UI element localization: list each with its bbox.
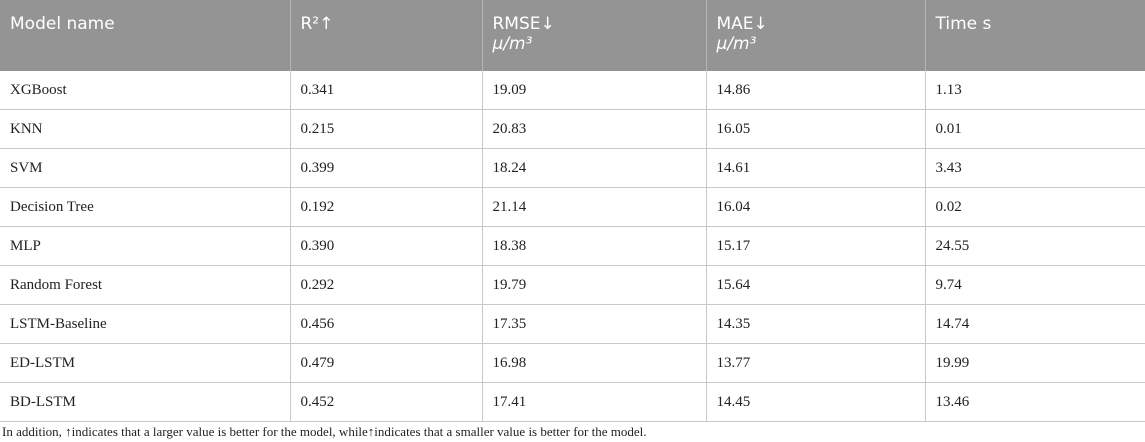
footnote: In addition, ↑indicates that a larger va… xyxy=(2,424,647,439)
table-cell: 1.13 xyxy=(925,71,1145,110)
header-cell: R²↑ xyxy=(290,0,483,71)
table-row: ED-LSTM 0.479 16.98 13.77 19.99 xyxy=(0,343,1145,383)
table-cell: MLP xyxy=(0,226,291,266)
table-row: MLP 0.390 18.38 15.17 24.55 xyxy=(0,226,1145,266)
results-table: Model name R²↑ RMSE↓ μ/m³ MAE↓ μ/m³ Time s XGB… xyxy=(0,0,1145,422)
table-cell: 19.79 xyxy=(482,265,707,305)
table-cell: 19.99 xyxy=(925,343,1145,383)
table-row: Random Forest 0.292 19.79 15.64 9.74 xyxy=(0,265,1145,305)
table-cell: 16.04 xyxy=(706,187,926,227)
table-cell: 17.41 xyxy=(482,382,707,422)
table-cell: 0.192 xyxy=(290,187,483,227)
table-cell: 3.43 xyxy=(925,148,1145,188)
table-cell: 0.399 xyxy=(290,148,483,188)
table-cell: 14.86 xyxy=(706,71,926,110)
table-cell: ED-LSTM xyxy=(0,343,291,383)
table-cell: 16.98 xyxy=(482,343,707,383)
table-cell: Decision Tree xyxy=(0,187,291,227)
table-cell: 16.05 xyxy=(706,109,926,149)
table-cell: 13.77 xyxy=(706,343,926,383)
table-cell: 13.46 xyxy=(925,382,1145,422)
table-cell: LSTM-Baseline xyxy=(0,304,291,344)
table-row: Decision Tree 0.192 21.14 16.04 0.02 xyxy=(0,187,1145,227)
table-cell: 14.35 xyxy=(706,304,926,344)
table-cell: 15.17 xyxy=(706,226,926,266)
table-row: SVM 0.399 18.24 14.61 3.43 xyxy=(0,148,1145,188)
table-row: XGBoost 0.341 19.09 14.86 1.13 xyxy=(0,71,1145,110)
table-cell: 0.452 xyxy=(290,382,483,422)
table-row: BD-LSTM 0.452 17.41 14.45 13.46 xyxy=(0,382,1145,422)
table-cell: 20.83 xyxy=(482,109,707,149)
header-label: Model name xyxy=(10,14,115,34)
table-cell: 0.01 xyxy=(925,109,1145,149)
header-row: Model name R²↑ RMSE↓ μ/m³ MAE↓ μ/m³ Time s xyxy=(0,0,1145,71)
table-cell: 18.38 xyxy=(482,226,707,266)
table-cell: KNN xyxy=(0,109,291,149)
table-cell: 0.390 xyxy=(290,226,483,266)
header-label: RMSE↓ xyxy=(492,14,555,34)
header-unit: μ/m³ xyxy=(716,34,757,54)
table-cell: 0.292 xyxy=(290,265,483,305)
table-cell: 15.64 xyxy=(706,265,926,305)
table-cell: 0.215 xyxy=(290,109,483,149)
table-row: KNN 0.215 20.83 16.05 0.01 xyxy=(0,109,1145,149)
table-cell: 14.61 xyxy=(706,148,926,188)
table-cell: 0.479 xyxy=(290,343,483,383)
header-unit: μ/m³ xyxy=(492,34,533,54)
table-cell: Random Forest xyxy=(0,265,291,305)
header-label: MAE↓ xyxy=(716,14,768,34)
header-cell: MAE↓ μ/m³ xyxy=(706,0,926,71)
header-cell: Time s xyxy=(925,0,1145,71)
table-cell: 17.35 xyxy=(482,304,707,344)
table-cell: 9.74 xyxy=(925,265,1145,305)
header-label: Time s xyxy=(935,14,992,34)
table-cell: 14.45 xyxy=(706,382,926,422)
table-cell: 0.341 xyxy=(290,71,483,110)
table-cell: XGBoost xyxy=(0,71,291,110)
table-row: LSTM-Baseline 0.456 17.35 14.35 14.74 xyxy=(0,304,1145,344)
table-cell: 19.09 xyxy=(482,71,707,110)
table-cell: 0.456 xyxy=(290,304,483,344)
table-cell: BD-LSTM xyxy=(0,382,291,422)
table-cell: 21.14 xyxy=(482,187,707,227)
table-cell: 18.24 xyxy=(482,148,707,188)
table-body: XGBoost 0.341 19.09 14.86 1.13 KNN 0.215 20.83 1… xyxy=(0,71,1145,422)
table-cell: 0.02 xyxy=(925,187,1145,227)
header-label: R²↑ xyxy=(300,14,334,34)
header-cell: Model name xyxy=(0,0,291,71)
header-cell: RMSE↓ μ/m³ xyxy=(482,0,707,71)
table-cell: 14.74 xyxy=(925,304,1145,344)
table-cell: SVM xyxy=(0,148,291,188)
table-cell: 24.55 xyxy=(925,226,1145,266)
